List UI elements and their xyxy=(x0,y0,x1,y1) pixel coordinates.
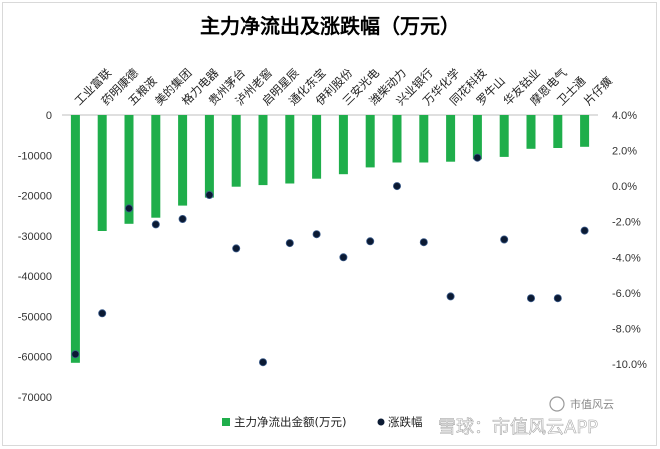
category-label: 片仔癀 xyxy=(581,74,615,108)
right-axis-tick-label: -10.0% xyxy=(612,359,647,371)
scatter-point xyxy=(580,226,589,235)
scatter-point xyxy=(446,292,455,301)
bar xyxy=(580,115,590,147)
watermark-logo: 市值风云 xyxy=(549,396,614,412)
right-axis-tick-label: 0.0% xyxy=(612,181,637,193)
bar xyxy=(70,115,80,363)
bar xyxy=(124,115,134,224)
scatter-point xyxy=(178,214,187,223)
legend-dot-label: 涨跌幅 xyxy=(388,415,423,429)
scatter-point xyxy=(312,230,321,239)
scatter-point xyxy=(473,153,482,162)
bar xyxy=(419,115,429,163)
right-axis-tick-label: -4.0% xyxy=(612,252,641,264)
scatter-point xyxy=(258,358,267,367)
bar xyxy=(151,115,161,218)
legend-dot-swatch xyxy=(377,418,385,426)
right-axis-tick-label: -8.0% xyxy=(612,323,641,335)
bar xyxy=(553,115,563,148)
left-axis: 0 -10000 -20000 -30000 -40000 -50000 -60000 -70… xyxy=(18,110,52,404)
right-axis-tick-label: 2.0% xyxy=(612,146,637,158)
bar xyxy=(97,115,107,231)
scatter-point xyxy=(232,244,241,253)
chart-title: 主力净流出及涨跌幅（万元） xyxy=(200,14,460,38)
bar xyxy=(338,115,348,175)
scatter-point xyxy=(527,294,536,303)
bars-series xyxy=(70,115,590,363)
left-axis-tick-label: -30000 xyxy=(18,231,52,243)
bar xyxy=(312,115,322,179)
right-axis: 4.0% 2.0% 0.0% -2.0% -4.0% -6.0% -8.0% -10.0% xyxy=(612,110,647,371)
scatter-point xyxy=(205,190,214,199)
watermark-source: 雪球：市值风云APP xyxy=(438,417,598,438)
scatter-point xyxy=(285,239,294,248)
left-axis-tick-label: -60000 xyxy=(18,352,52,364)
scatter-point xyxy=(500,235,509,244)
scatter-point xyxy=(151,220,160,229)
bar xyxy=(204,115,214,198)
right-axis-tick-label: -6.0% xyxy=(612,288,641,300)
left-axis-tick-label: -10000 xyxy=(18,150,52,162)
right-axis-tick-label: -2.0% xyxy=(612,217,641,229)
scatter-point xyxy=(366,237,375,246)
left-axis-tick-label: -50000 xyxy=(18,311,52,323)
scatter-point xyxy=(98,309,107,318)
watermark-logo-text: 市值风云 xyxy=(570,397,614,411)
dots-series xyxy=(71,153,589,367)
scatter-point xyxy=(71,350,80,359)
scatter-point xyxy=(125,204,134,213)
watermark-logo-icon xyxy=(549,396,565,412)
legend-bar-label: 主力净流出金额(万元) xyxy=(234,415,346,429)
left-axis-tick-label: -20000 xyxy=(18,191,52,203)
bar xyxy=(258,115,268,186)
left-axis-tick-label: -70000 xyxy=(18,392,52,404)
category-labels: 工业富联药明康德五粮液美的集团格力电器贵州茅台泸州老窖启明星辰通化东宝伊利股份三… xyxy=(72,65,615,108)
right-axis-tick-label: 4.0% xyxy=(612,110,637,122)
scatter-point xyxy=(339,253,348,262)
bar xyxy=(365,115,375,168)
bar xyxy=(178,115,188,206)
bar xyxy=(285,115,295,184)
bar xyxy=(472,115,482,160)
left-axis-tick-label: 0 xyxy=(46,110,52,122)
scatter-point xyxy=(419,238,428,247)
scatter-point xyxy=(553,294,562,303)
bar xyxy=(446,115,456,162)
bar xyxy=(499,115,509,157)
legend-bar-swatch xyxy=(222,418,230,426)
bar xyxy=(231,115,241,187)
scatter-point xyxy=(392,182,401,191)
bar xyxy=(392,115,402,163)
bar xyxy=(526,115,536,149)
left-axis-tick-label: -40000 xyxy=(18,271,52,283)
legend: 主力净流出金额(万元) 涨跌幅 xyxy=(222,415,423,429)
